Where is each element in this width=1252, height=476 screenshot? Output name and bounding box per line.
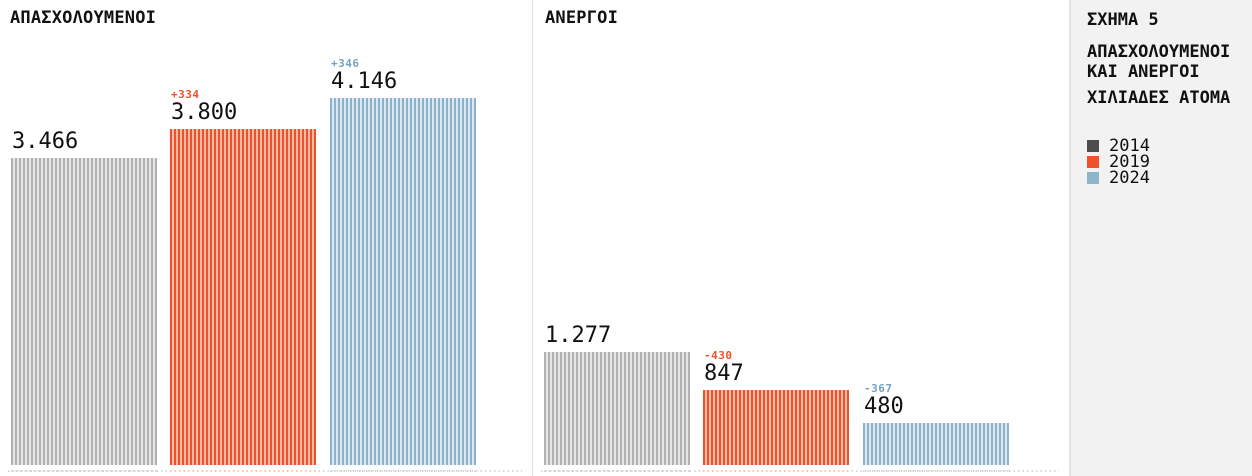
legend-swatch-2024 <box>1087 172 1099 184</box>
bar-delta-label: +346 <box>331 57 360 70</box>
legend-item-2019: 2019 <box>1087 152 1242 172</box>
panel-unemployed: ΑΝΕΡΓΟΙ 1.277 -430 847 -367 480 <box>533 0 1069 476</box>
figure-title: ΑΠΑΣΧΟΛΟΥΜΕΝΟΙ ΚΑΙ ΑΝΕΡΓΟΙ <box>1087 42 1231 82</box>
legend-list: 2014 2019 2024 <box>1087 136 1242 188</box>
bar-value-label: 1.277 <box>545 323 612 348</box>
bar-underline <box>170 470 316 472</box>
figure-units: ΧΙΛΙΑΔΕΣ ΑΤΟΜΑ <box>1087 88 1231 108</box>
legend-swatch-2019 <box>1087 156 1099 168</box>
bar-label-unemployed-2024: -367 480 <box>864 382 904 418</box>
bar-value-label: 480 <box>864 394 904 419</box>
bar-employed-2014: 3.466 <box>11 130 157 472</box>
bar-employed-2019: +334 3.800 <box>170 88 316 472</box>
bar-value-label: 4.146 <box>331 69 398 94</box>
bar-underline <box>330 470 476 472</box>
bar-label-employed-2024: +346 4.146 <box>331 57 397 93</box>
bar-value-label: 3.466 <box>12 129 79 154</box>
bar-value-label: 3.800 <box>171 100 238 125</box>
bar-label-employed-2014: 3.466 <box>12 130 78 153</box>
bar-delta-label: -430 <box>704 349 733 362</box>
legend-item-2024: 2024 <box>1087 168 1242 188</box>
bar-underline <box>11 470 157 472</box>
bar-label-employed-2019: +334 3.800 <box>171 88 237 124</box>
bar-label-unemployed-2019: -430 847 <box>704 349 744 385</box>
bar-delta-label: -367 <box>864 382 893 395</box>
panel-unemployed-title: ΑΝΕΡΓΟΙ <box>545 8 619 28</box>
legend-panel: ΣΧΗΜΑ 5 ΑΠΑΣΧΟΛΟΥΜΕΝΟΙ ΚΑΙ ΑΝΕΡΓΟΙ ΧΙΛΙΑ… <box>1069 0 1252 476</box>
bar-label-unemployed-2014: 1.277 <box>545 324 611 347</box>
legend-year-label: 2019 <box>1109 152 1150 172</box>
legend-item-2014: 2014 <box>1087 136 1242 156</box>
panel-employed-title: ΑΠΑΣΧΟΛΟΥΜΕΝΟΙ <box>10 8 157 28</box>
plot-area-unemployed: 1.277 -430 847 -367 480 <box>533 0 1069 476</box>
bar-underline <box>544 470 690 472</box>
legend-year-label: 2024 <box>1109 168 1150 188</box>
plot-area-employed: 3.466 +334 3.800 +346 4.146 <box>0 0 532 476</box>
legend-year-label: 2014 <box>1109 136 1150 156</box>
panel-employed: ΑΠΑΣΧΟΛΟΥΜΕΝΟΙ 3.466 +334 3.800 +346 4.146 <box>0 0 533 476</box>
bar-value-label: 847 <box>704 361 744 386</box>
bar-unemployed-2014: 1.277 <box>544 324 690 472</box>
legend-swatch-2014 <box>1087 140 1099 152</box>
bar-underline <box>863 470 1009 472</box>
bar-unemployed-2019: -430 847 <box>703 349 849 472</box>
figure-number: ΣΧΗΜΑ 5 <box>1087 10 1159 30</box>
bar-delta-label: +334 <box>171 88 200 101</box>
bar-employed-2024: +346 4.146 <box>330 57 476 472</box>
bar-unemployed-2024: -367 480 <box>863 382 1009 472</box>
bar-underline <box>703 470 849 472</box>
